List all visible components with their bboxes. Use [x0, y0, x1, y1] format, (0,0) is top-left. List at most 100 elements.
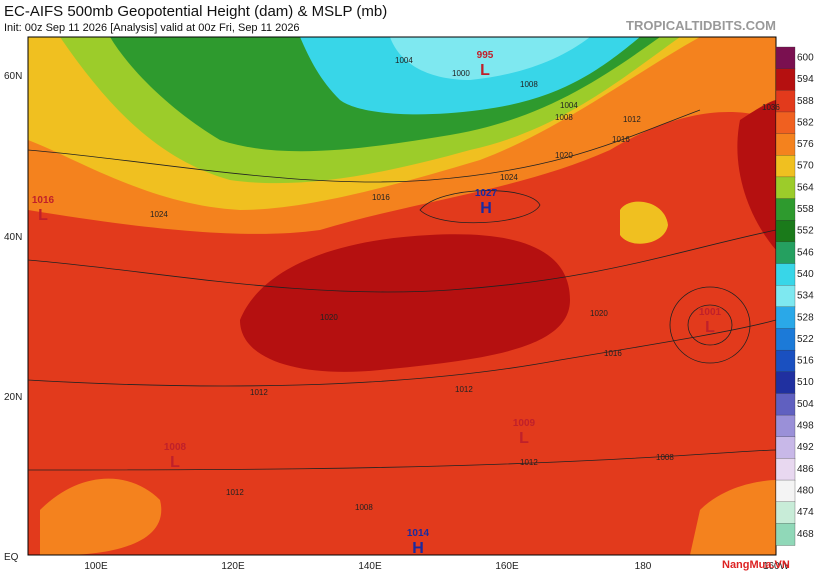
isobar-label: 1008 [520, 80, 538, 89]
isobar-label: 1008 [555, 113, 573, 122]
field-534 [390, 37, 590, 80]
colorbar-label: 468 [797, 529, 814, 540]
center-value: 1014 [407, 528, 430, 539]
center-letter: H [480, 200, 492, 217]
colorbar-swatch [775, 458, 796, 481]
colorbar-label: 558 [797, 204, 814, 215]
colorbar-label: 582 [797, 117, 814, 128]
colorbar-label: 480 [797, 486, 814, 497]
lon-label: 100E [84, 561, 108, 572]
labels: 60N 40N 20N EQ 100E 120E 140E 160E 180 160W 600 594… [4, 46, 814, 572]
colorbar-label: 540 [797, 269, 814, 280]
colorbar-swatch [775, 479, 796, 503]
colorbar-label: 588 [797, 96, 814, 107]
colorbar-swatch [775, 155, 796, 178]
center-letter: H [412, 540, 424, 557]
isobar-label: 1016 [604, 349, 622, 358]
isobar-label: 1012 [226, 488, 244, 497]
colorbar-label: 498 [797, 421, 814, 432]
isobar-label: 1016 [612, 135, 630, 144]
colorbar-label: 486 [797, 464, 814, 475]
isobar-label: 1020 [555, 151, 573, 160]
center-value: 1009 [513, 418, 536, 429]
center-value: 1016 [32, 195, 55, 206]
colorbar-swatch [775, 198, 796, 221]
colorbar-label: 492 [797, 442, 814, 453]
field-570-east [620, 201, 668, 244]
lon-label: 120E [221, 561, 245, 572]
isobar-label: 1036 [762, 103, 780, 112]
center-letter: L [519, 430, 529, 447]
isobar-label: 1020 [320, 313, 338, 322]
isobar-label: 1016 [372, 193, 390, 202]
isobar-label: 1012 [623, 115, 641, 124]
colorbar-label: 546 [797, 247, 814, 258]
isobar-label: 1008 [656, 453, 674, 462]
title: EC-AIFS 500mb Geopotential Height (dam) … [4, 3, 387, 20]
colorbar-label: 504 [797, 399, 814, 410]
colorbar-label: 552 [797, 226, 814, 237]
colorbar-swatch [775, 133, 796, 156]
colorbar-label: 576 [797, 139, 814, 150]
field-582-south [40, 478, 162, 555]
colorbar-swatch [775, 68, 796, 91]
center-value: 1001 [699, 307, 722, 318]
isobar-label: 1004 [395, 56, 413, 65]
field-594-east [737, 100, 776, 250]
colorbar-label: 564 [797, 182, 814, 193]
center-letter: L [705, 319, 715, 336]
colorbar-swatch [775, 306, 796, 330]
colorbar-swatch [775, 220, 796, 243]
colorbar-swatch [775, 46, 796, 70]
center-value: 995 [477, 50, 494, 61]
isobar-label: 1012 [455, 385, 473, 394]
colorbar-swatch [775, 371, 796, 395]
colorbar-label: 516 [797, 356, 814, 367]
colorbar-swatch [775, 285, 796, 308]
colorbar-label: 522 [797, 334, 814, 345]
subtitle: Init: 00z Sep 11 2026 [Analysis] valid a… [4, 22, 300, 34]
lon-label: 180 [635, 561, 652, 572]
isobars [27, 109, 777, 471]
colorbar-swatch [775, 241, 796, 265]
colorbar-label: 600 [797, 52, 814, 63]
lon-label: 160W [763, 561, 790, 572]
map-field [27, 36, 777, 556]
colorbar-swatch [775, 523, 796, 546]
isobar-label: 1020 [590, 309, 608, 318]
colorbar-label: 534 [797, 291, 814, 302]
site-name: TROPICALTIDBITS.COM [626, 18, 776, 33]
map-frame [27, 36, 777, 556]
colorbar-label: 474 [797, 507, 814, 518]
field-594 [240, 234, 570, 372]
watermark: NangMua.VN [722, 559, 790, 571]
colorbar-swatch [775, 393, 796, 416]
lon-label: 140E [358, 561, 382, 572]
colorbar-label: 528 [797, 312, 814, 323]
isobar-label: 1000 [452, 69, 470, 78]
colorbar-swatch [775, 414, 796, 438]
center-value: 1008 [164, 442, 187, 453]
isobar-label: 1008 [355, 503, 373, 512]
isobar-label: 1012 [520, 458, 538, 467]
isobar-label: 1004 [560, 101, 578, 110]
center-letter: L [170, 454, 180, 471]
colorbar-label: 570 [797, 161, 814, 172]
center-letter: L [480, 62, 490, 79]
center-value: 1027 [475, 188, 498, 199]
colorbar-swatch [775, 436, 796, 460]
colorbar-swatch [775, 176, 796, 200]
isobar-label: 1024 [150, 210, 168, 219]
center-letter: L [38, 207, 48, 224]
colorbar-swatch [775, 328, 796, 351]
lat-label: EQ [4, 552, 19, 563]
isobar-label: 1012 [250, 388, 268, 397]
lon-label: 160E [495, 561, 519, 572]
colorbar-label: 594 [797, 74, 814, 85]
colorbar-swatch [775, 501, 796, 524]
colorbar-swatch [775, 263, 796, 286]
colorbar-swatch [775, 349, 796, 373]
colorbar-label: 510 [797, 377, 814, 388]
